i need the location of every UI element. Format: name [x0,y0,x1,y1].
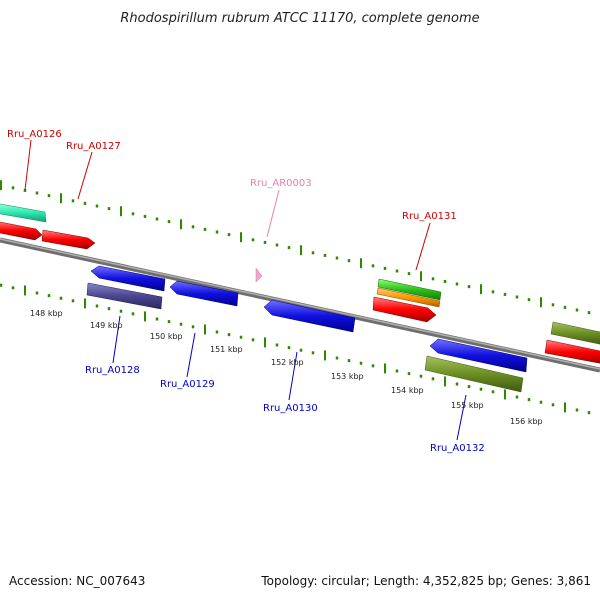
kbp-label: 150 kbp [150,332,183,341]
gene-label-rru-a0127[interactable]: Rru_A0127 [66,141,121,152]
kbp-label: 148 kbp [30,309,63,318]
gene-arrow-rru-a0131-a[interactable] [377,278,442,301]
forward-tick-row [0,180,591,315]
gene-label-rru-a0131[interactable]: Rru_A0131 [402,211,457,222]
gene-label-rru-a0130[interactable]: Rru_A0130 [263,403,318,414]
gene-arrow-rru-a0131[interactable] [372,296,437,323]
gene-arrow-rru-a0126[interactable] [0,221,43,241]
gene-label-rru-a0126[interactable]: Rru_A0126 [7,129,62,140]
kbp-label: 152 kbp [271,358,304,367]
accession-text: Accession: NC_007643 [9,574,145,588]
gene-arrow-rru-a0126-rna[interactable] [0,203,47,223]
kbp-label: 151 kbp [210,345,243,354]
gene-label-rru-a0128[interactable]: Rru_A0128 [85,365,140,376]
rna-marker-rru-ar0003[interactable] [255,267,263,283]
gene-arrow-rru-a0128[interactable] [86,282,163,310]
genome-backbone [0,237,600,373]
kbp-label: 149 kbp [90,321,123,330]
topology-text: Topology: circular; Length: 4,352,825 bp… [260,574,591,588]
map-title: Rhodospirillum rubrum ATCC 11170, comple… [120,11,479,26]
gene-arrow-rru-a0132-blue[interactable] [429,338,528,373]
gene-arrow-rru-a0128-a[interactable] [90,265,166,292]
gene-labels: Rru_A0126 Rru_A0127 Rru_AR0003 Rru_A0131… [7,129,485,454]
gene-label-rru-a0129[interactable]: Rru_A0129 [160,379,215,390]
gene-label-rru-a0132[interactable]: Rru_A0132 [430,443,485,454]
reverse-tick-row [0,283,591,415]
gene-arrow-rru-a0131-b[interactable] [376,287,441,308]
leader-lines [24,139,467,441]
gene-arrow-rru-a0129[interactable] [169,280,239,307]
gene-arrow-right-olive[interactable] [550,321,600,345]
reverse-genes [86,265,528,393]
kbp-label: 154 kbp [391,386,424,395]
gene-label-rru-ar0003[interactable]: Rru_AR0003 [250,178,312,189]
kbp-label: 153 kbp [331,372,364,381]
gene-arrow-rru-a0130[interactable] [263,299,356,333]
gene-arrow-right-red[interactable] [544,339,600,364]
kbp-label: 156 kbp [510,417,543,426]
forward-genes [0,203,600,364]
kbp-label: 155 kbp [451,401,484,410]
gene-arrow-rru-a0132[interactable] [424,355,524,393]
gene-arrow-rru-a0127[interactable] [41,229,96,250]
kbp-labels: 148 kbp 149 kbp 150 kbp 151 kbp 152 kbp … [30,309,543,426]
